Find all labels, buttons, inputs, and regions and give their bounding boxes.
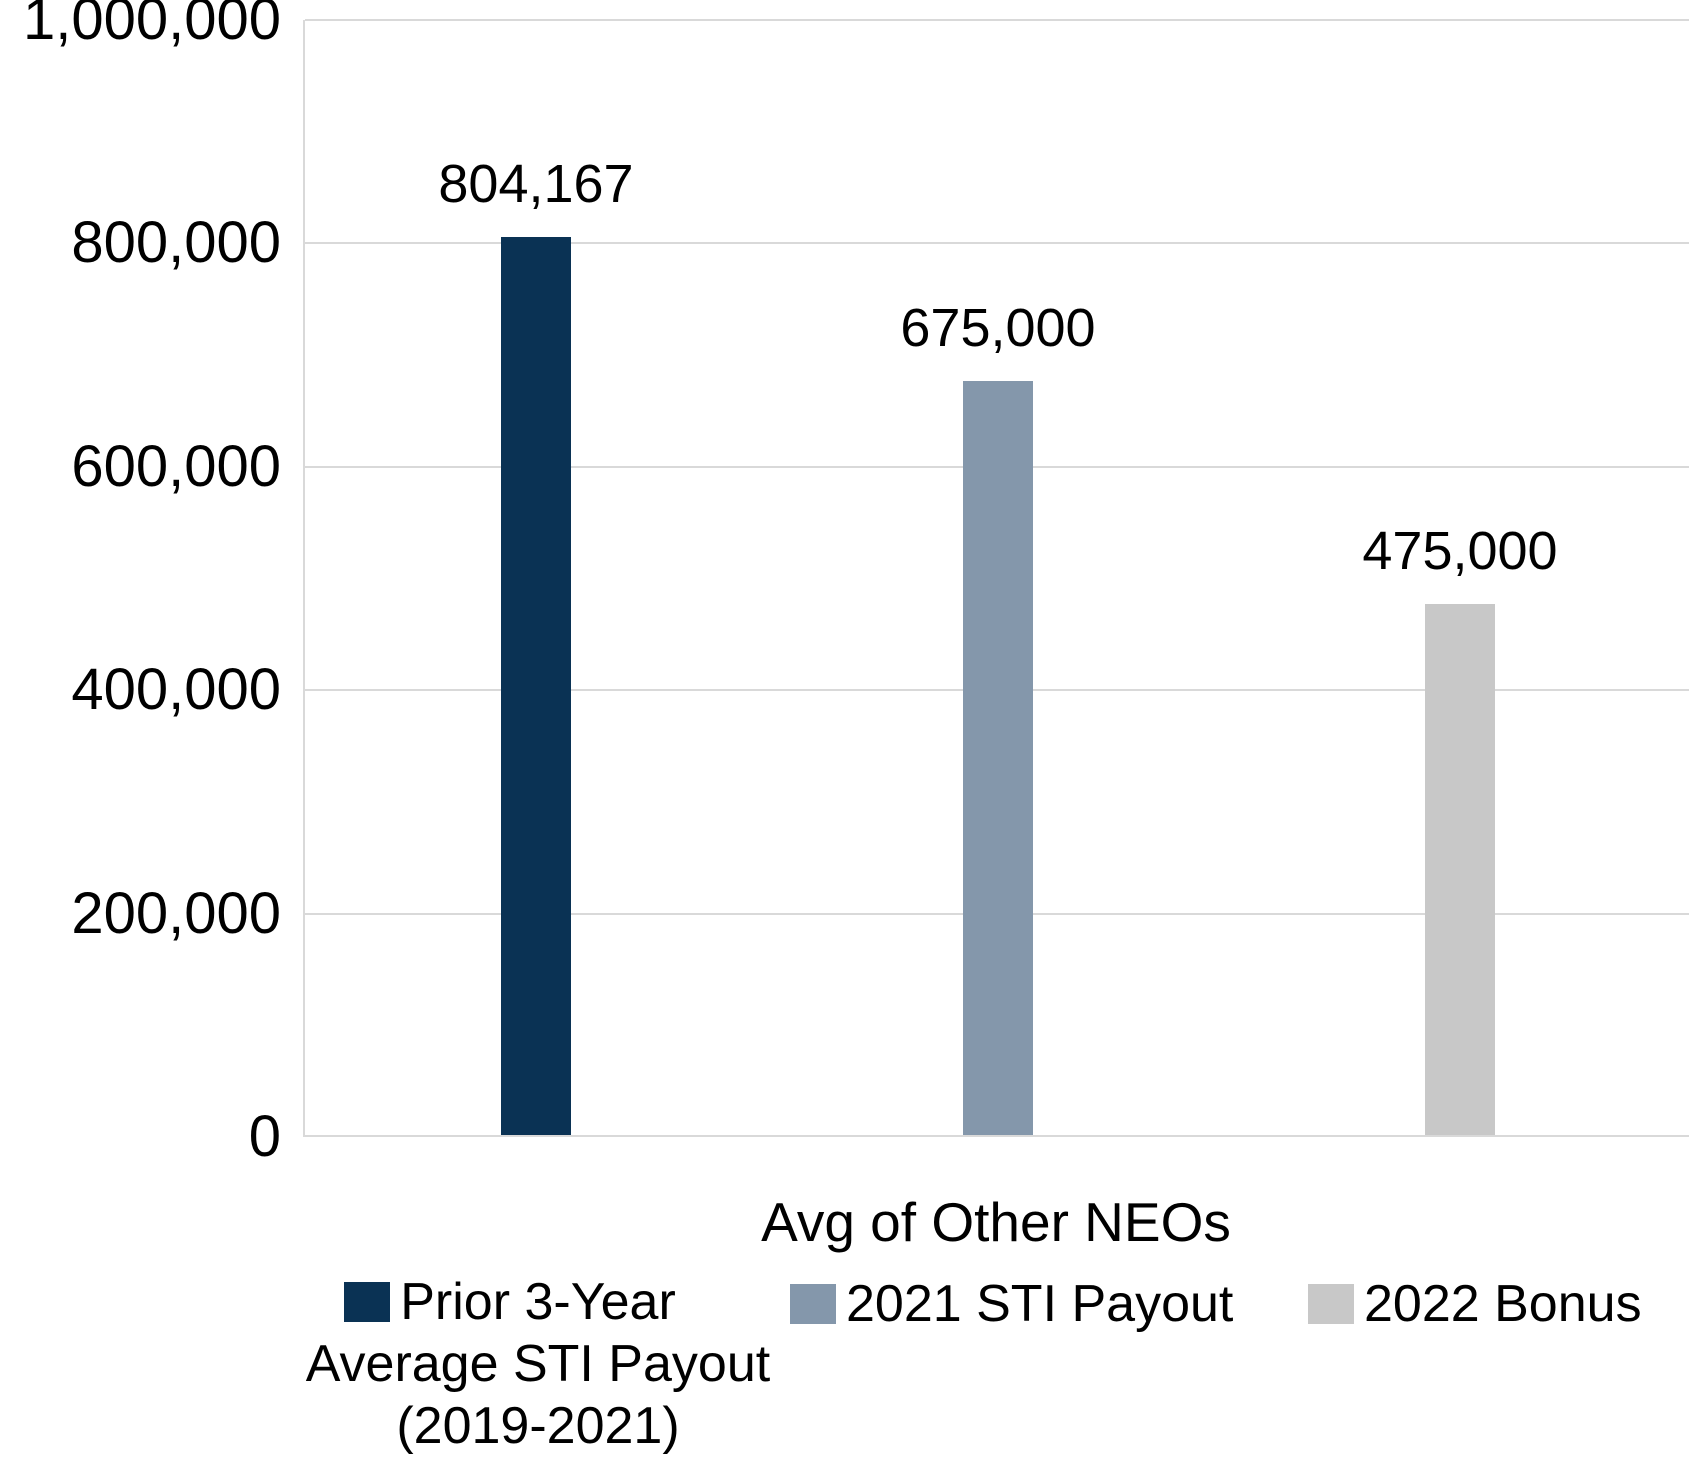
y-tick-label: 600,000 [71,433,281,499]
legend-label: Average STI Payout [305,1335,771,1393]
gridline [305,242,1689,245]
gridline [305,19,1689,21]
bar [963,381,1033,1135]
legend-entry: Prior 3-Year Average STI Payout (2019-2021… [291,1271,785,1457]
bar-value-label: 675,000 [900,298,1096,359]
y-tick-label: 200,000 [71,880,281,946]
legend-label: 2022 Bonus [1364,1275,1642,1333]
legend-label: (2019-2021) [396,1397,680,1455]
legend-label: 2021 STI Payout [846,1275,1234,1333]
y-tick-label: 400,000 [71,657,281,723]
y-tick-label: 800,000 [71,210,281,276]
bar-value-label: 475,000 [1362,521,1558,582]
x-axis-category-label: Avg of Other NEOs [761,1191,1231,1253]
y-tick-label: 0 [248,1104,281,1169]
legend-swatch [790,1284,836,1324]
plot-area: 804,167 675,000 475,000 [303,19,1689,1137]
legend-swatch [1308,1284,1354,1324]
legend-entry: 2021 STI Payout [790,1275,1233,1333]
bar-value-label: 804,167 [438,153,634,214]
legend-swatch [344,1282,390,1322]
legend-entry: 2022 Bonus [1308,1275,1642,1333]
y-tick-label: 1,000,000 [22,0,281,52]
legend-label: Prior 3-Year [400,1273,676,1331]
bar [501,236,571,1135]
bar [1425,604,1495,1135]
